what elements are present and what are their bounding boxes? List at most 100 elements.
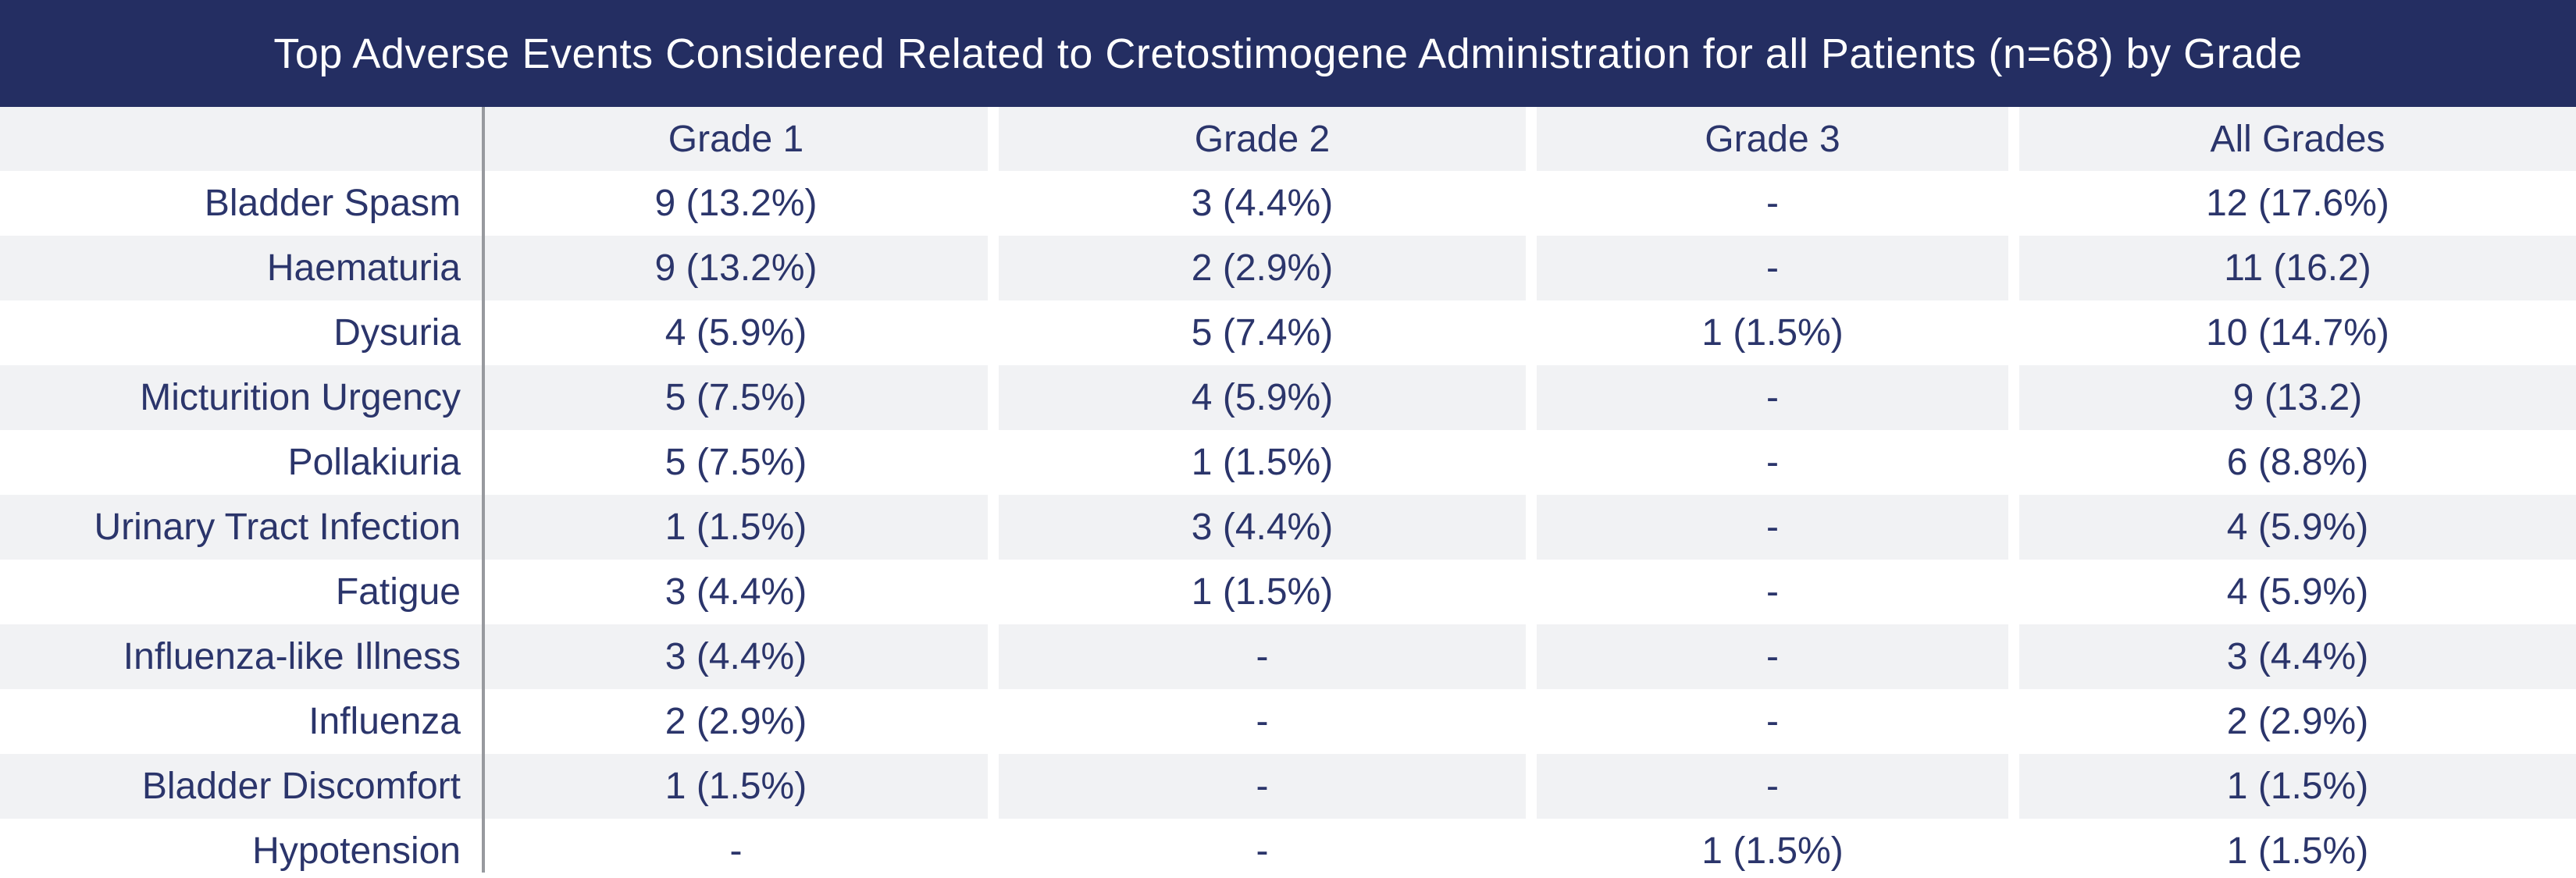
cell-value: 5 (7.5%) xyxy=(484,365,988,430)
cell-value: - xyxy=(1256,701,1269,742)
column-gap xyxy=(1526,107,1537,171)
column-gap xyxy=(2008,236,2019,300)
cell-value: - xyxy=(1766,571,1779,613)
column-gap xyxy=(988,107,999,171)
cell-value: 2 (2.9%) xyxy=(2226,701,2369,742)
column-gap xyxy=(2008,819,2019,878)
column-gap xyxy=(2008,365,2019,430)
cell-value: - xyxy=(1537,236,2008,300)
cell-value: 5 (7.4%) xyxy=(1191,312,1334,354)
column-gap xyxy=(2008,107,2019,171)
column-gap xyxy=(988,300,999,365)
cell-value: 3 (4.4%) xyxy=(1191,183,1334,224)
cell-value: - xyxy=(999,624,1526,689)
row-label: Bladder Discomfort xyxy=(0,754,484,819)
column-gap xyxy=(988,236,999,300)
row-label: Dysuria xyxy=(333,312,461,354)
column-gap xyxy=(2008,689,2019,754)
row-label: Influenza-like Illness xyxy=(0,624,484,689)
table-row: Pollakiuria 5 (7.5%) 1 (1.5%) - 6 (8.8%) xyxy=(0,430,2576,495)
column-header-grade-2: Grade 2 xyxy=(999,107,1526,171)
table-title: Top Adverse Events Considered Related to… xyxy=(273,30,2303,77)
column-gap xyxy=(988,819,999,878)
row-label: Micturition Urgency xyxy=(0,365,484,430)
cell-value: - xyxy=(1537,365,2008,430)
cell-value: - xyxy=(1537,495,2008,560)
cell-value: 1 (1.5%) xyxy=(484,754,988,819)
column-gap xyxy=(2008,495,2019,560)
row-label: Hypotension xyxy=(252,830,461,872)
label-column-divider-line xyxy=(482,107,485,873)
column-header-empty xyxy=(0,107,484,171)
row-label: Urinary Tract Infection xyxy=(0,495,484,560)
column-gap xyxy=(1526,300,1537,365)
column-header-grade-1: Grade 1 xyxy=(484,107,988,171)
cell-value: 1 (1.5%) xyxy=(1191,442,1334,483)
cell-value: 12 (17.6%) xyxy=(2206,183,2389,224)
cell-value: 3 (4.4%) xyxy=(484,624,988,689)
row-label: Influenza xyxy=(308,701,461,742)
column-gap xyxy=(1526,819,1537,878)
cell-value: 4 (5.9%) xyxy=(999,365,1526,430)
cell-value: 2 (2.9%) xyxy=(999,236,1526,300)
cell-value: 3 (4.4%) xyxy=(664,571,807,613)
column-gap xyxy=(2008,300,2019,365)
cell-value: 1 (1.5%) xyxy=(2226,830,2369,872)
table-title-bar: Top Adverse Events Considered Related to… xyxy=(0,0,2576,107)
cell-value: 1 (1.5%) xyxy=(1701,830,1844,872)
cell-value: 5 (7.5%) xyxy=(664,442,807,483)
row-label: Bladder Spasm xyxy=(204,183,461,224)
column-gap xyxy=(1526,171,1537,236)
cell-value: 9 (13.2%) xyxy=(484,236,988,300)
table-row: Dysuria 4 (5.9%) 5 (7.4%) 1 (1.5%) 10 (14.7%… xyxy=(0,300,2576,365)
cell-value: 6 (8.8%) xyxy=(2226,442,2369,483)
table-row: Fatigue 3 (4.4%) 1 (1.5%) - 4 (5.9%) xyxy=(0,560,2576,624)
cell-value: - xyxy=(999,754,1526,819)
column-gap xyxy=(988,624,999,689)
cell-value: 3 (4.4%) xyxy=(999,495,1526,560)
cell-value: - xyxy=(1537,624,2008,689)
column-gap xyxy=(988,754,999,819)
cell-value: 3 (4.4%) xyxy=(2019,624,2576,689)
column-gap xyxy=(2008,560,2019,624)
column-gap xyxy=(2008,430,2019,495)
column-gap xyxy=(988,560,999,624)
table-row: Influenza 2 (2.9%) - - 2 (2.9%) xyxy=(0,689,2576,754)
cell-value: 1 (1.5%) xyxy=(2019,754,2576,819)
table-row: Haematuria 9 (13.2%) 2 (2.9%) -11 (16.2) xyxy=(0,236,2576,300)
row-label: Pollakiuria xyxy=(287,442,461,483)
column-gap xyxy=(1526,236,1537,300)
cell-value: - xyxy=(729,830,743,872)
table-row: Bladder Spasm 9 (13.2%) 3 (4.4%) - 12 (17.6%… xyxy=(0,171,2576,236)
table: Grade 1 Grade 2 Grade 3 All Grades Bladd… xyxy=(0,107,2576,878)
cell-value: - xyxy=(1766,442,1779,483)
cell-value: 1 (1.5%) xyxy=(1701,312,1844,354)
cell-value: 4 (5.9%) xyxy=(2226,571,2369,613)
cell-value: - xyxy=(1766,701,1779,742)
row-label: Haematuria xyxy=(0,236,484,300)
table-row: Influenza-like Illness 3 (4.4%) - -3 (4.4%) xyxy=(0,624,2576,689)
cell-value: 11 (16.2) xyxy=(2019,236,2576,300)
table-row: Micturition Urgency 5 (7.5%) 4 (5.9%) -9 (1… xyxy=(0,365,2576,430)
column-gap xyxy=(988,365,999,430)
column-gap xyxy=(1526,430,1537,495)
column-gap xyxy=(2008,171,2019,236)
table-row: Urinary Tract Infection 1 (1.5%) 3 (4.4%) -… xyxy=(0,495,2576,560)
column-gap xyxy=(2008,624,2019,689)
table-body: Bladder Spasm 9 (13.2%) 3 (4.4%) -12 (17.6%… xyxy=(0,171,2576,878)
column-gap xyxy=(1526,365,1537,430)
column-gap xyxy=(1526,689,1537,754)
cell-value: - xyxy=(1766,183,1779,224)
column-gap xyxy=(1526,754,1537,819)
column-gap xyxy=(2008,754,2019,819)
cell-value: 9 (13.2%) xyxy=(654,183,818,224)
cell-value: - xyxy=(1537,754,2008,819)
cell-value: - xyxy=(1256,830,1269,872)
table-row: Bladder Discomfort 1 (1.5%) - -1 (1.5%) xyxy=(0,754,2576,819)
cell-value: 2 (2.9%) xyxy=(664,701,807,742)
cell-value: 1 (1.5%) xyxy=(1191,571,1334,613)
row-label: Fatigue xyxy=(335,571,461,613)
column-header-grade-3: Grade 3 xyxy=(1537,107,2008,171)
cell-value: 4 (5.9%) xyxy=(2019,495,2576,560)
column-gap xyxy=(988,430,999,495)
